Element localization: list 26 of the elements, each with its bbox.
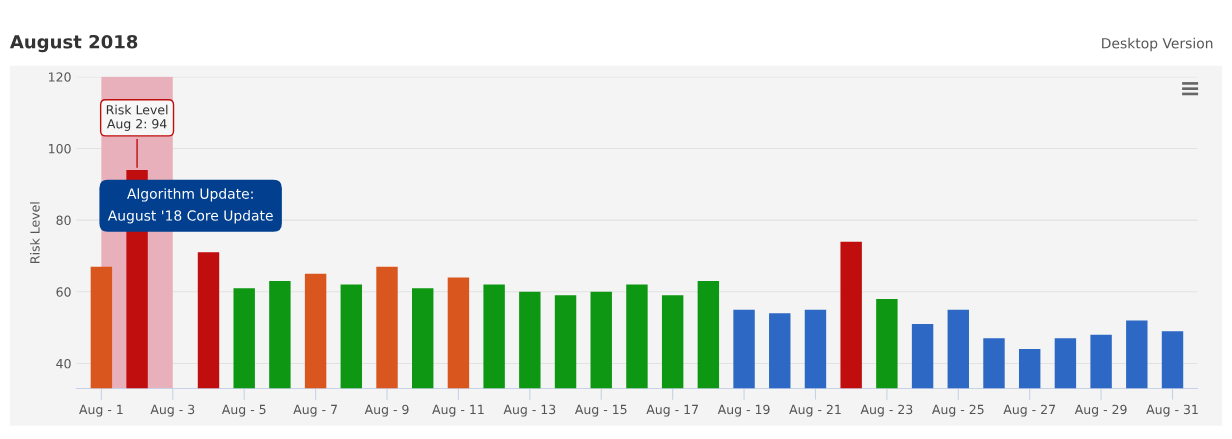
x-tick-label: Aug - 21 (789, 404, 841, 417)
y-tick-label: 100 (49, 143, 71, 154)
y-tick-label: 120 (49, 72, 71, 82)
x-tick-label: Aug - 5 (221, 404, 266, 417)
x-tick-label: Aug - 19 (717, 404, 770, 417)
x-tick-label: Aug - 27 (1003, 404, 1056, 417)
x-tick-label: Aug - 11 (432, 404, 484, 417)
x-tick-label: Aug - 9 (364, 404, 409, 417)
x-tick-label: Aug - 15 (574, 404, 627, 417)
y-tick-label: 60 (56, 287, 71, 297)
y-tick-label: 80 (56, 215, 71, 226)
x-tick-label: Aug - 31 (1146, 404, 1198, 417)
x-tick-label: Aug - 25 (932, 404, 984, 417)
x-tick-label: Aug - 13 (503, 404, 556, 417)
x-tick-label: Aug - 23 (860, 404, 913, 417)
annotation: Algorithm Update: August '18 Core Update (107, 188, 273, 224)
chart-title: August 2018 (9, 34, 138, 53)
chart-subtitle: Desktop Version (1102, 37, 1213, 52)
y-tick-label: 40 (56, 358, 71, 369)
annotation: Risk Level Aug 2: 94 (106, 104, 168, 131)
x-tick-label: Aug - 3 (150, 404, 195, 417)
x-tick-label: Aug - 1 (79, 404, 123, 417)
y-axis-title: Risk Level (30, 202, 40, 263)
x-tick-label: Aug - 17 (646, 404, 698, 417)
x-tick-label: Aug - 29 (1074, 404, 1127, 417)
x-tick-label: Aug - 7 (293, 404, 337, 417)
